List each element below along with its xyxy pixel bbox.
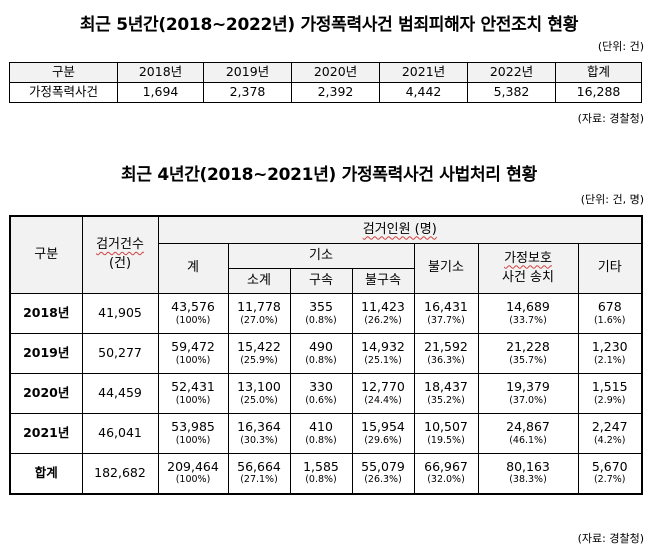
table-row: 2018년 41,905 43,576 (100%) 11,778 (27.0%) …	[9, 293, 643, 334]
detained-cell: 490 (0.8%)	[289, 333, 353, 374]
table-row: 2019년 50,277 59,472 (100%) 15,422 (25.9%) …	[9, 333, 643, 374]
table2-header-nonindict: 불기소	[413, 243, 479, 294]
other-cell: 678 (1.6%)	[577, 293, 643, 334]
subtotal-cell: 16,364 (30.3%)	[227, 413, 291, 454]
row-label: 합계	[9, 453, 83, 494]
nonindict-cell: 18,437 (35.2%)	[413, 373, 479, 414]
other-cell: 2,247 (4.2%)	[577, 413, 643, 454]
table-row: 합계 182,682 209,464 (100%) 56,664 (27.1%) 1…	[9, 453, 643, 494]
protection-cell: 19,379 (37.0%)	[477, 373, 579, 414]
table1-cell: 1,694	[117, 82, 204, 103]
subtotal-cell: 13,100 (25.0%)	[227, 373, 291, 414]
notdetained-cell: 14,932 (25.1%)	[351, 333, 415, 374]
other-cell: 1,230 (2.1%)	[577, 333, 643, 374]
table2-source: (자료: 경찰청)	[577, 532, 644, 545]
table2-title: 최근 4년간(2018~2021년) 가정폭력사건 사법처리 현황	[121, 165, 537, 185]
table2-header-row: 구분 검거건수 (건) 검거인원 (명)	[9, 215, 643, 294]
table-row: 2021년 46,041 53,985 (100%) 16,364 (30.3%) …	[9, 413, 643, 454]
protection-label: 가정보호	[504, 250, 552, 266]
persons-label: 검거인원 (명)	[362, 221, 437, 237]
other-cell: 5,670 (2.7%)	[577, 453, 643, 494]
nonindict-cell: 21,592 (36.3%)	[413, 333, 479, 374]
table2-header-detained: 구속	[289, 268, 353, 294]
cases-label: 검거건수	[96, 237, 144, 253]
protection-cell: 80,163 (38.3%)	[477, 453, 579, 494]
other-cell: 1,515 (2.9%)	[577, 373, 643, 414]
table1-cell: 16,288	[555, 82, 642, 103]
table-row: 2020년 44,459 52,431 (100%) 13,100 (25.0%) …	[9, 373, 643, 414]
cases-cell: 44,459	[81, 373, 159, 414]
table1-cell: 4,442	[379, 82, 468, 103]
table2-header-subtotal: 소계	[227, 268, 291, 294]
table2-header-cases: 검거건수 (건)	[81, 215, 159, 294]
detained-cell: 1,585 (0.8%)	[289, 453, 353, 494]
table2-header-other: 기타	[577, 243, 643, 294]
table-row: 가정폭력사건 1,694 2,378 2,392 4,442 5,382 16,…	[9, 82, 642, 103]
protection-cell: 14,689 (33.7%)	[477, 293, 579, 334]
judicial-processing-table: 구분 검거건수 (건) 검거인원 (명) 계 기소 불기소 가정보호 사건 송치…	[9, 215, 643, 495]
table1-header-row: 구분 2018년 2019년 2020년 2021년 2022년 합계	[9, 62, 642, 83]
nonindict-cell: 10,507 (19.5%)	[413, 413, 479, 454]
table1-header-cell: 2018년	[117, 62, 204, 83]
table1-header-cell: 2021년	[379, 62, 468, 83]
table2-header-total: 계	[157, 243, 229, 294]
table1-header-cell: 2022년	[467, 62, 556, 83]
table1-cell: 5,382	[467, 82, 556, 103]
total-cell: 43,576 (100%)	[157, 293, 229, 334]
cases-cell: 41,905	[81, 293, 159, 334]
subtotal-cell: 11,778 (27.0%)	[227, 293, 291, 334]
cases-unit: (건)	[108, 256, 132, 271]
table1-cell: 2,378	[203, 82, 292, 103]
table2-header-gubun: 구분	[9, 215, 83, 294]
cases-cell: 50,277	[81, 333, 159, 374]
table1-unit: (단위: 건)	[597, 40, 644, 53]
total-cell: 53,985 (100%)	[157, 413, 229, 454]
table1-cell: 가정폭력사건	[9, 82, 118, 103]
row-label: 2019년	[9, 333, 83, 374]
total-cell: 59,472 (100%)	[157, 333, 229, 374]
notdetained-cell: 12,770 (24.4%)	[351, 373, 415, 414]
detained-cell: 330 (0.6%)	[289, 373, 353, 414]
table2-header-protection: 가정보호 사건 송치	[477, 243, 579, 294]
detained-cell: 410 (0.8%)	[289, 413, 353, 454]
table1-header-cell: 구분	[9, 62, 118, 83]
notdetained-cell: 55,079 (26.3%)	[351, 453, 415, 494]
row-label: 2020년	[9, 373, 83, 414]
total-cell: 52,431 (100%)	[157, 373, 229, 414]
detained-cell: 355 (0.8%)	[289, 293, 353, 334]
protection-label-2: 사건 송치	[502, 269, 554, 285]
table2-unit: (단위: 건, 명)	[580, 193, 644, 206]
cases-cell: 182,682	[81, 453, 159, 494]
subtotal-cell: 15,422 (25.9%)	[227, 333, 291, 374]
nonindict-cell: 66,967 (32.0%)	[413, 453, 479, 494]
safety-measures-table: 구분 2018년 2019년 2020년 2021년 2022년 합계 가정폭력…	[9, 62, 642, 103]
cases-cell: 46,041	[81, 413, 159, 454]
table1-header-cell: 2020년	[291, 62, 380, 83]
row-label: 2018년	[9, 293, 83, 334]
table2-header-row: 계 기소 불기소 가정보호 사건 송치 기타	[10, 243, 643, 294]
table2-header-indict: 기소	[227, 243, 415, 269]
table1-source: (자료: 경찰청)	[577, 112, 644, 125]
table1-header-cell: 2019년	[203, 62, 292, 83]
subtotal-cell: 56,664 (27.1%)	[227, 453, 291, 494]
table1-header-cell: 합계	[555, 62, 642, 83]
notdetained-cell: 15,954 (29.6%)	[351, 413, 415, 454]
table1-cell: 2,392	[291, 82, 380, 103]
row-label: 2021년	[9, 413, 83, 454]
notdetained-cell: 11,423 (26.2%)	[351, 293, 415, 334]
table2-header-persons: 검거인원 (명)	[157, 215, 643, 244]
protection-cell: 21,228 (35.7%)	[477, 333, 579, 374]
table1-title: 최근 5년간(2018~2022년) 가정폭력사건 범죄피해자 안전조치 현황	[79, 15, 579, 35]
nonindict-cell: 16,431 (37.7%)	[413, 293, 479, 334]
table2-header-notdetained: 불구속	[351, 268, 415, 294]
total-cell: 209,464 (100%)	[157, 453, 229, 494]
protection-cell: 24,867 (46.1%)	[477, 413, 579, 454]
